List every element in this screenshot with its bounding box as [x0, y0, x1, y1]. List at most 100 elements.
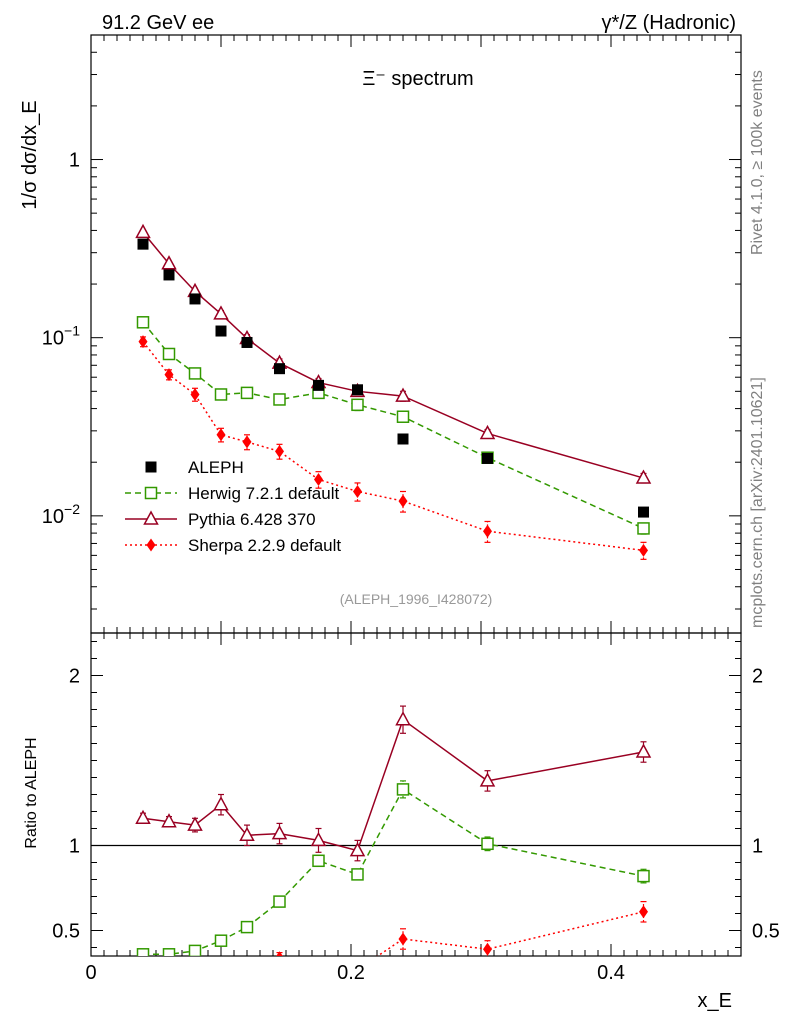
aleph-point: [137, 238, 149, 250]
sherpa-point: [242, 435, 252, 449]
aleph-point: [189, 293, 201, 305]
main-y-axis-label: 1/σ dσ/dx_E: [19, 100, 41, 209]
sherpa-ratio-line: [376, 911, 644, 956]
pythia-ratio-point: [310, 831, 327, 847]
sherpa-point: [314, 472, 323, 486]
pythia-point: [135, 223, 151, 239]
legend-marker-sherpa: [146, 538, 156, 552]
herwig-point: [273, 393, 286, 406]
pythia-ratio-line: [142, 718, 644, 852]
herwig-ratio-point: [273, 895, 286, 908]
pythia-ratio-point: [349, 842, 366, 857]
herwig-point: [162, 347, 176, 361]
herwig-point: [188, 367, 202, 380]
ratio-y-tick-label: 2: [69, 666, 80, 688]
sherpa-ratio-point: [398, 932, 408, 946]
main-y-tick-label: 10−1: [42, 323, 80, 350]
ratio-y-tick-label: 1: [69, 836, 80, 858]
main-plot-title: Ξ⁻ spectrum: [362, 68, 473, 90]
sherpa-point: [216, 428, 226, 442]
legend-label-herwig: Herwig 7.2.1 default: [188, 484, 339, 503]
sherpa-ratio-point: [639, 905, 648, 919]
pythia-ratio-point: [395, 711, 411, 726]
aleph-point: [397, 433, 409, 445]
legend-marker-pythia: [143, 510, 159, 525]
sherpa-point: [398, 494, 408, 508]
pythia-ratio-series: [135, 705, 652, 862]
herwig-point: [214, 388, 228, 401]
aleph-point: [313, 379, 324, 391]
rivet-version-label: Rivet 4.1.0, ≥ 100k events: [749, 70, 766, 255]
ratio-y-tick-label-right: 1: [752, 836, 763, 858]
header-energy-label: 91.2 GeV ee: [102, 12, 214, 34]
legend: ALEPH Herwig 7.2.1 default Pythia 6.428 37…: [125, 458, 341, 555]
herwig-point: [240, 386, 254, 400]
sherpa-point: [164, 368, 174, 382]
herwig-ratio-point: [162, 948, 176, 956]
aleph-point: [274, 363, 285, 375]
legend-entry-aleph: ALEPH: [145, 458, 244, 477]
sherpa-point: [275, 444, 284, 458]
sherpa-point: [353, 484, 362, 498]
legend-label-aleph: ALEPH: [188, 458, 244, 477]
aleph-point: [638, 506, 649, 518]
herwig-point: [396, 410, 410, 423]
herwig-ratio-point: [136, 948, 150, 956]
aleph-point: [482, 452, 493, 464]
ratio-series-layer: [135, 705, 652, 974]
x-axis-label: x_E: [698, 990, 732, 1012]
aleph-point: [241, 336, 253, 348]
pythia-point: [635, 469, 652, 484]
herwig-point: [351, 398, 364, 412]
x-tick-label: 0: [85, 962, 96, 984]
aleph-point: [215, 325, 227, 337]
main-y-tick-label: 1: [69, 150, 80, 172]
sherpa-ratio-point: [243, 961, 252, 974]
sherpa-point: [190, 387, 200, 401]
ratio-tick-labels: 0.5 0.5 1 1 2 2 0 0.2 0.4: [52, 666, 780, 985]
pythia-line: [142, 231, 644, 479]
ratio-plot-panel: 0.5 0.5 1 1 2 2 0 0.2 0.4 Ratio to ALEPH x_E: [23, 632, 780, 1012]
herwig-ratio-point: [351, 868, 364, 881]
aleph-point: [163, 269, 175, 281]
x-tick-label: 0.2: [337, 962, 365, 984]
main-plot-panel: 1 10−1 10−2 Ξ⁻ spectrum 1/σ dσ/dx_E (ALEPH…: [19, 34, 742, 956]
sherpa-ratio-point: [314, 958, 323, 971]
pythia-point: [395, 387, 411, 402]
sherpa-ratio-point: [191, 960, 200, 973]
pythia-ratio-point: [479, 772, 496, 787]
herwig-ratio-point: [214, 934, 228, 947]
herwig-ratio-point: [481, 837, 494, 851]
legend-label-sherpa: Sherpa 2.2.9 default: [188, 536, 341, 555]
herwig-ratio-point: [240, 920, 254, 934]
ratio-y-tick-label-right: 2: [752, 666, 763, 688]
pythia-ratio-point: [635, 743, 652, 758]
ratio-axis-ticks: [91, 641, 741, 948]
mcplots-credit-label: mcplots.cern.ch [arXiv:2401.10621]: [749, 377, 766, 628]
sherpa-series: [138, 335, 648, 560]
pythia-ratio-point: [161, 813, 177, 828]
sherpa-ratio-point: [139, 961, 148, 974]
sherpa-point: [639, 543, 648, 557]
herwig-line: [142, 321, 644, 530]
herwig-point: [637, 522, 650, 535]
sherpa-ratio-point: [483, 942, 492, 956]
legend-marker-herwig: [144, 486, 158, 500]
main-series-layer: [135, 223, 652, 560]
main-y-tick-labels: 1 10−1 10−2: [42, 150, 80, 528]
analysis-label: (ALEPH_1996_I428072): [340, 591, 493, 607]
legend-label-pythia: Pythia 6.428 370: [188, 510, 316, 529]
herwig-ratio-point: [188, 944, 202, 956]
pythia-ratio-point: [187, 816, 203, 831]
herwig-ratio-point: [312, 854, 325, 868]
herwig-ratio-series: [136, 780, 650, 956]
pythia-point: [479, 424, 496, 440]
herwig-point: [136, 316, 150, 329]
pythia-ratio-point: [271, 825, 288, 840]
pythia-point: [161, 255, 177, 270]
ratio-y-axis-label: Ratio to ALEPH: [23, 737, 40, 848]
main-axis-ticks: [90, 34, 742, 956]
pythia-ratio-point: [239, 826, 255, 842]
aleph-point: [352, 384, 363, 396]
